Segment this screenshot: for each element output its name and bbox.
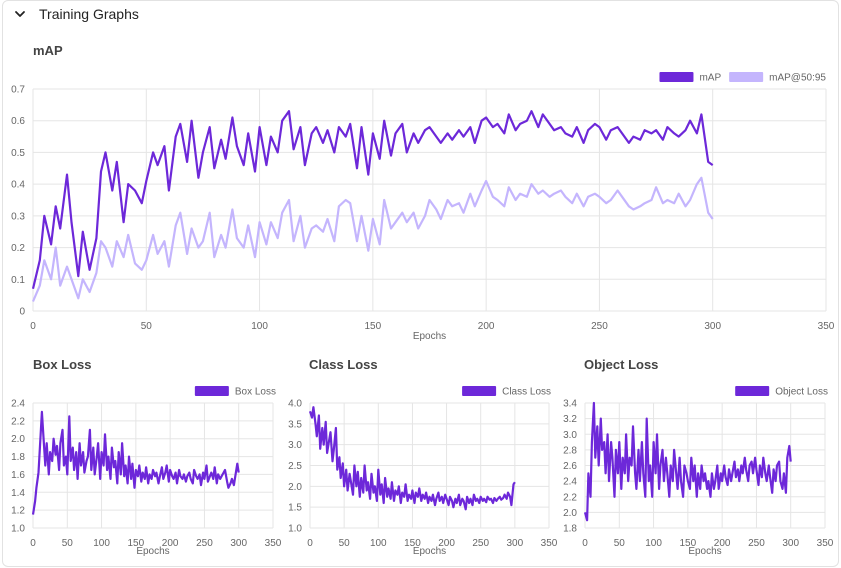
box-ytick-label: 1.6 bbox=[11, 470, 25, 481]
object-xtick-label: 250 bbox=[748, 538, 765, 549]
map-legend-swatch bbox=[729, 72, 764, 82]
object-xtick-label: 200 bbox=[714, 538, 731, 549]
box-xtick-label: 100 bbox=[93, 538, 110, 549]
class-xtick-label: 0 bbox=[307, 538, 313, 549]
class-ytick-label: 1.0 bbox=[288, 524, 302, 535]
object-xtick-label: 50 bbox=[614, 538, 626, 549]
object-ytick-label: 2.6 bbox=[563, 461, 577, 472]
box-legend-label: Box Loss bbox=[235, 387, 276, 398]
chevron-down-icon bbox=[15, 11, 25, 17]
box-ytick-label: 1.2 bbox=[11, 506, 25, 517]
object-ytick-label: 3.4 bbox=[563, 399, 577, 410]
class-ytick-label: 1.5 bbox=[288, 503, 302, 514]
training-graphs-toggle[interactable]: Training Graphs bbox=[13, 4, 139, 24]
class-ytick-label: 2.0 bbox=[288, 482, 302, 493]
box-ytick-label: 1.4 bbox=[11, 488, 25, 499]
object-ytick-label: 3.2 bbox=[563, 414, 577, 425]
class-xlabel: Epochs bbox=[413, 546, 446, 557]
box-xtick-label: 150 bbox=[128, 538, 145, 549]
class-legend-label: Class Loss bbox=[502, 387, 551, 398]
class-legend-swatch bbox=[462, 386, 497, 396]
map-xtick-label: 350 bbox=[818, 321, 835, 332]
object-legend-swatch bbox=[735, 386, 770, 396]
object-xlabel: Epochs bbox=[688, 546, 721, 557]
class-xtick-label: 150 bbox=[404, 538, 421, 549]
class-ytick-label: 2.5 bbox=[288, 461, 302, 472]
map-legend-swatch bbox=[659, 72, 694, 82]
box-ytick-label: 1.0 bbox=[11, 524, 25, 535]
map-ytick-label: 0.3 bbox=[11, 211, 25, 222]
map-xlabel: Epochs bbox=[413, 331, 446, 342]
box-ytick-label: 2.0 bbox=[11, 434, 25, 445]
map-chart-title: mAP bbox=[33, 43, 63, 58]
map-ytick-label: 0.5 bbox=[11, 148, 25, 159]
map-ytick-label: 0.6 bbox=[11, 116, 25, 127]
box-loss-chart-title: Box Loss bbox=[33, 357, 92, 372]
box-xtick-label: 0 bbox=[30, 538, 36, 549]
class-xtick-label: 100 bbox=[370, 538, 387, 549]
object-ytick-label: 2.2 bbox=[563, 492, 577, 503]
class-ytick-label: 3.5 bbox=[288, 419, 302, 430]
class-xtick-label: 250 bbox=[472, 538, 489, 549]
class-loss-chart: 1.0 1.5 2.0 2.5 3.0 3.5 4.0 0 50 100 150 200 250 300 3… bbox=[288, 386, 558, 557]
map-series-line-1 bbox=[31, 176, 714, 302]
object-legend-label: Object Loss bbox=[775, 387, 828, 398]
object-ytick-label: 2.8 bbox=[563, 445, 577, 456]
box-ytick-label: 1.8 bbox=[11, 452, 25, 463]
map-ytick-label: 0.2 bbox=[11, 243, 25, 254]
map-chart: 0 0.1 0.2 0.3 0.4 0.5 0.6 0.7 0 50 100 150 200 250 300… bbox=[11, 72, 835, 342]
map-ytick-label: 0.7 bbox=[11, 85, 25, 96]
box-xtick-label: 250 bbox=[196, 538, 213, 549]
box-loss-chart: 1.0 1.2 1.4 1.6 1.8 2.0 2.2 2.4 0 50 100 150 200 250 3… bbox=[11, 386, 282, 557]
box-xlabel: Epochs bbox=[136, 546, 169, 557]
box-xtick-label: 300 bbox=[230, 538, 247, 549]
map-xtick-label: 300 bbox=[704, 321, 721, 332]
map-ytick-label: 0.4 bbox=[11, 180, 25, 191]
section-title: Training Graphs bbox=[39, 6, 139, 22]
class-loss-chart-title: Class Loss bbox=[309, 357, 378, 372]
class-ytick-label: 3.0 bbox=[288, 440, 302, 451]
object-xtick-label: 0 bbox=[582, 538, 588, 549]
map-series-line-0 bbox=[31, 110, 714, 290]
box-xtick-label: 50 bbox=[62, 538, 74, 549]
map-xtick-label: 150 bbox=[365, 321, 382, 332]
box-legend-swatch bbox=[194, 386, 229, 396]
map-xtick-label: 100 bbox=[251, 321, 268, 332]
map-xtick-label: 50 bbox=[141, 321, 153, 332]
map-xtick-label: 250 bbox=[591, 321, 608, 332]
object-loss-chart-title: Object Loss bbox=[584, 357, 659, 372]
object-ytick-label: 1.8 bbox=[563, 524, 577, 535]
object-ytick-label: 2.0 bbox=[563, 508, 577, 519]
box-ytick-label: 2.4 bbox=[11, 399, 25, 410]
object-xtick-label: 150 bbox=[680, 538, 697, 549]
object-xtick-label: 300 bbox=[782, 538, 799, 549]
object-xtick-label: 350 bbox=[817, 538, 834, 549]
object-series-line-0 bbox=[583, 401, 792, 522]
map-legend-label: mAP bbox=[699, 73, 721, 84]
object-ytick-label: 2.4 bbox=[563, 477, 577, 488]
class-xtick-label: 200 bbox=[438, 538, 455, 549]
box-ytick-label: 2.2 bbox=[11, 416, 25, 427]
class-ytick-label: 4.0 bbox=[288, 399, 302, 410]
map-ytick-label: 0.1 bbox=[11, 275, 25, 286]
box-series-line-0 bbox=[31, 410, 240, 515]
box-xtick-label: 350 bbox=[265, 538, 282, 549]
map-xtick-label: 0 bbox=[30, 321, 36, 332]
object-loss-chart: 1.8 2.0 2.2 2.4 2.6 2.8 3.0 3.2 3.4 0 50 100 150 200 2… bbox=[563, 386, 834, 557]
class-series-line-0 bbox=[308, 406, 516, 511]
class-xtick-label: 50 bbox=[339, 538, 351, 549]
class-xtick-label: 300 bbox=[507, 538, 524, 549]
map-xtick-label: 200 bbox=[478, 321, 495, 332]
class-xtick-label: 350 bbox=[541, 538, 558, 549]
map-legend-label: mAP@50:95 bbox=[769, 73, 826, 84]
map-ytick-label: 0 bbox=[19, 307, 25, 318]
box-xtick-label: 200 bbox=[162, 538, 179, 549]
object-ytick-label: 3.0 bbox=[563, 430, 577, 441]
object-xtick-label: 100 bbox=[645, 538, 662, 549]
